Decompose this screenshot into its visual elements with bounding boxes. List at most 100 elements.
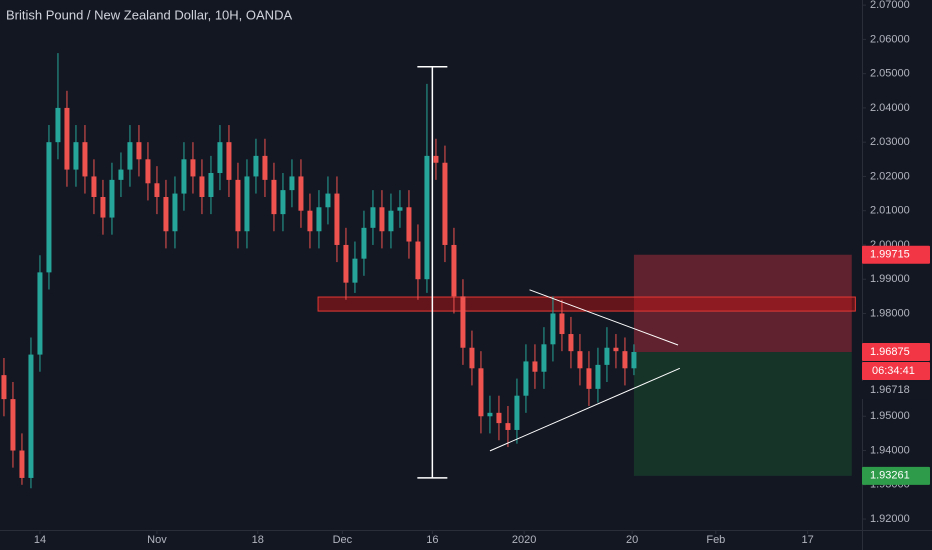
candle-body — [235, 179, 241, 232]
y-tick-label: 1.98000 — [870, 307, 910, 319]
countdown-box — [862, 362, 930, 381]
candle-body — [28, 354, 34, 478]
stop-label-box — [862, 245, 930, 264]
x-tick-label: Nov — [147, 534, 167, 546]
price-tags: 1.99715 1.96875 06:34:41 1.96718 1.93261 — [862, 245, 930, 485]
y-tick-label: 1.92000 — [870, 513, 910, 525]
y-tick-label: 1.95000 — [870, 410, 910, 422]
candle-body — [460, 296, 466, 348]
candle-body — [550, 313, 556, 345]
chart-title: British Pound / New Zealand Dollar, 10H,… — [6, 7, 292, 22]
y-tick-label: 2.02000 — [870, 170, 910, 182]
candle-body — [181, 159, 187, 194]
target-label: 1.93261 — [870, 470, 910, 482]
candle-body — [19, 450, 25, 478]
x-tick-label: 16 — [426, 534, 438, 546]
candle-body — [577, 351, 583, 369]
candle-body — [271, 179, 277, 215]
candle-body — [595, 364, 601, 389]
last-price-label: 1.96718 — [870, 384, 910, 396]
candle-body — [361, 227, 367, 259]
candle-body — [280, 190, 286, 215]
candle-body — [334, 193, 340, 245]
candle-body — [496, 412, 502, 424]
candle-body — [442, 162, 448, 245]
y-tick-label: 2.01000 — [870, 205, 910, 217]
candle-body — [433, 155, 439, 163]
candle-body — [172, 193, 178, 232]
y-tick-label: 2.03000 — [870, 136, 910, 148]
y-tick-label: 2.04000 — [870, 102, 910, 114]
candle-body — [622, 351, 628, 369]
candle-body — [631, 352, 637, 369]
candle-body — [532, 361, 538, 372]
candle-body — [217, 142, 223, 174]
stop-label: 1.99715 — [870, 249, 910, 261]
candle-body — [487, 412, 493, 417]
candle-body — [451, 244, 457, 297]
candle-body — [118, 169, 124, 180]
candle-body — [604, 347, 610, 365]
y-tick-label: 2.06000 — [870, 33, 910, 45]
candle-body — [46, 142, 52, 273]
candle-body — [244, 176, 250, 232]
candle-body — [523, 361, 529, 396]
candle-body — [226, 142, 232, 180]
x-tick-label: Dec — [333, 534, 353, 546]
candle-body — [388, 210, 394, 232]
y-tick-label: 2.05000 — [870, 68, 910, 80]
resistance-zone — [317, 296, 856, 312]
candle-body — [541, 344, 547, 372]
candle-body — [325, 193, 331, 208]
plot-area — [1, 53, 856, 489]
candle-body — [379, 207, 385, 232]
candle-body — [370, 207, 376, 228]
candle-body — [73, 142, 79, 170]
y-tick-label: 1.99000 — [870, 273, 910, 285]
candle-body — [253, 155, 259, 177]
candle-body — [190, 159, 196, 177]
candle-body — [289, 176, 295, 191]
candle-body — [10, 399, 16, 451]
candle-body — [55, 107, 61, 143]
x-tick-label: Feb — [706, 534, 725, 546]
candle-body — [478, 368, 484, 417]
candle-body — [586, 368, 592, 389]
candle-body — [352, 258, 358, 283]
y-tick-label: 2.07000 — [870, 0, 910, 11]
candle-body — [559, 313, 565, 335]
candle-body — [82, 142, 88, 177]
candle-body — [613, 347, 619, 352]
candle-body — [154, 183, 160, 197]
candle-body — [568, 334, 574, 352]
target-zone — [633, 352, 852, 476]
candle-body — [64, 107, 70, 170]
trendline — [489, 367, 681, 452]
x-tick-label: 18 — [252, 534, 264, 546]
candle-body — [397, 207, 403, 211]
candle-body — [415, 241, 421, 280]
candle-body — [91, 176, 97, 197]
candle-body — [514, 395, 520, 430]
candle-body — [100, 196, 106, 218]
candle-body — [307, 210, 313, 232]
candle-body — [298, 176, 304, 211]
countdown: 06:34:41 — [872, 365, 915, 377]
last-price-box — [862, 381, 930, 400]
entry-label: 1.96875 — [870, 346, 910, 358]
candle-body — [505, 423, 511, 430]
entry-label-box — [862, 343, 930, 362]
candle-body — [109, 179, 115, 218]
x-tick-label: 14 — [34, 534, 46, 546]
candle-body — [208, 173, 214, 197]
stop-zone — [633, 254, 852, 353]
candle-body — [424, 155, 430, 280]
candle-body — [262, 155, 268, 180]
target-label-box — [862, 466, 930, 485]
x-tick-label: 20 — [626, 534, 638, 546]
candle-body — [136, 142, 142, 160]
x-tick-label: 17 — [802, 534, 814, 546]
